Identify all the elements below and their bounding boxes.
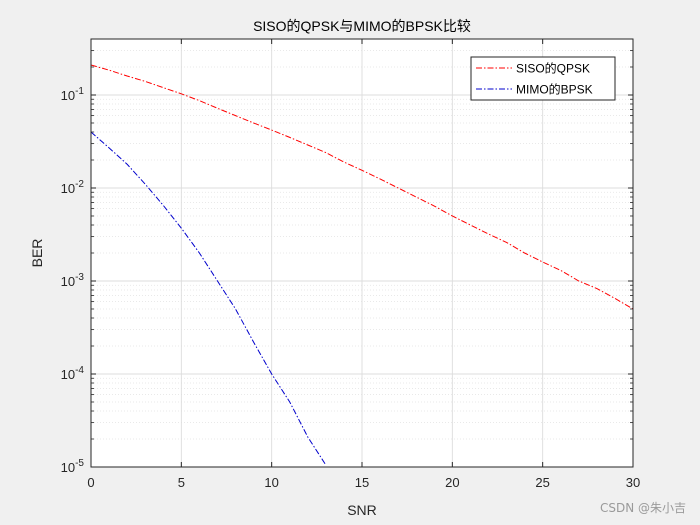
y-tick-label: 10-5 <box>61 458 85 475</box>
series-line-siso-qpsk <box>91 64 633 310</box>
x-tick-label: 20 <box>445 475 459 490</box>
chart-title: SISO的QPSK与MIMO的BPSK比较 <box>253 18 471 34</box>
x-tick-label: 30 <box>626 475 640 490</box>
x-tick-labels: 0 5 10 15 20 25 30 <box>87 475 640 490</box>
x-tick-label: 5 <box>178 475 185 490</box>
x-tick-label: 0 <box>87 475 94 490</box>
y-tick-label: 10-2 <box>61 179 85 196</box>
y-tick-labels: 10-5 10-4 10-3 10-2 10-1 <box>61 86 85 475</box>
legend-label-mimo: MIMO的BPSK <box>516 82 593 97</box>
x-axis-label: SNR <box>347 502 377 518</box>
y-tick-label: 10-3 <box>61 272 85 289</box>
x-tick-label: 15 <box>355 475 369 490</box>
legend[interactable]: SISO的QPSK MIMO的BPSK <box>470 56 616 101</box>
series-layer <box>91 64 633 466</box>
axis-ticks <box>90 38 634 468</box>
x-tick-label: 25 <box>535 475 549 490</box>
legend-label-siso: SISO的QPSK <box>516 61 590 76</box>
x-tick-label: 10 <box>264 475 278 490</box>
y-tick-label: 10-1 <box>61 86 85 103</box>
y-tick-label: 10-4 <box>61 365 85 382</box>
legend-box <box>470 56 616 101</box>
watermark-text: CSDN @朱小吉 <box>599 501 686 515</box>
y-axis-label: BER <box>29 239 45 268</box>
